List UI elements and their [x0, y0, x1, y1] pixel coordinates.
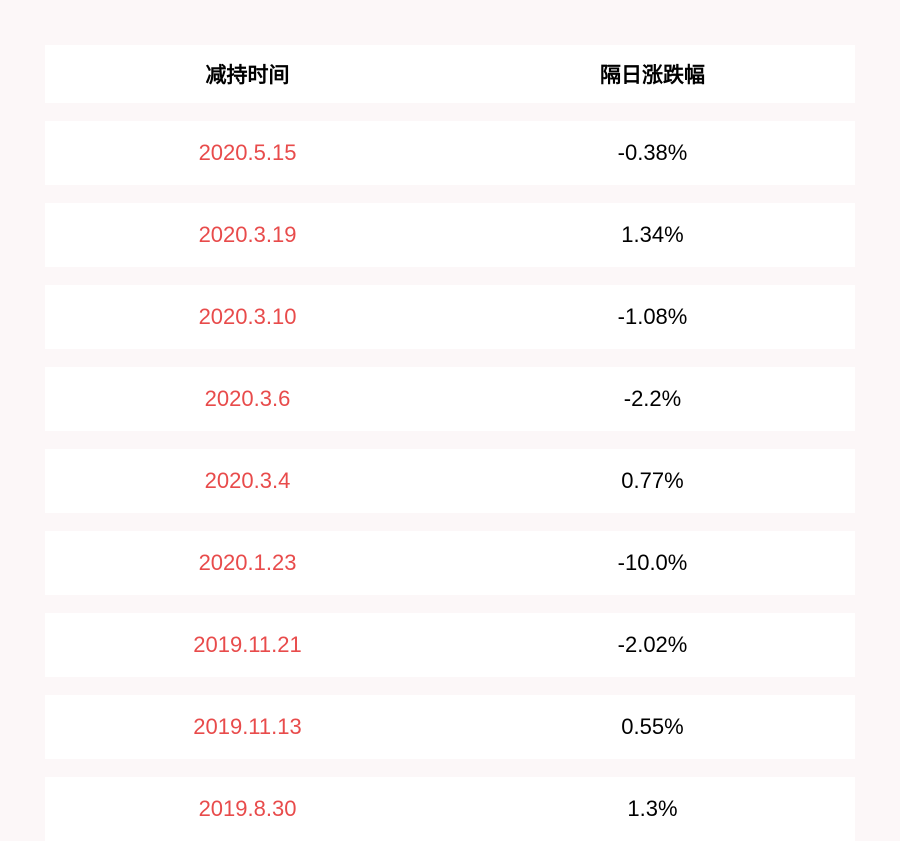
- cell-value: -1.08%: [450, 304, 855, 330]
- cell-value: -0.38%: [450, 140, 855, 166]
- cell-value: 1.34%: [450, 222, 855, 248]
- table-row: 2019.11.13 0.55%: [45, 695, 855, 759]
- cell-date: 2020.5.15: [45, 140, 450, 166]
- cell-value: 0.55%: [450, 714, 855, 740]
- cell-value: -10.0%: [450, 550, 855, 576]
- table-row: 2020.1.23 -10.0%: [45, 531, 855, 595]
- data-table: 减持时间 隔日涨跌幅 2020.5.15 -0.38% 2020.3.19 1.…: [45, 45, 855, 841]
- cell-date: 2019.11.13: [45, 714, 450, 740]
- table-row: 2019.11.21 -2.02%: [45, 613, 855, 677]
- cell-date: 2019.11.21: [45, 632, 450, 658]
- table-row: 2020.3.4 0.77%: [45, 449, 855, 513]
- table-row: 2020.5.15 -0.38%: [45, 121, 855, 185]
- table-row: 2020.3.19 1.34%: [45, 203, 855, 267]
- cell-value: 1.3%: [450, 796, 855, 822]
- cell-date: 2019.8.30: [45, 796, 450, 822]
- cell-value: 0.77%: [450, 468, 855, 494]
- cell-date: 2020.3.10: [45, 304, 450, 330]
- table-row: 2020.3.6 -2.2%: [45, 367, 855, 431]
- cell-date: 2020.3.6: [45, 386, 450, 412]
- cell-date: 2020.1.23: [45, 550, 450, 576]
- header-col-value: 隔日涨跌幅: [450, 59, 855, 89]
- table-header-row: 减持时间 隔日涨跌幅: [45, 45, 855, 103]
- cell-value: -2.02%: [450, 632, 855, 658]
- cell-date: 2020.3.19: [45, 222, 450, 248]
- cell-date: 2020.3.4: [45, 468, 450, 494]
- table-row: 2020.3.10 -1.08%: [45, 285, 855, 349]
- header-col-date: 减持时间: [45, 59, 450, 89]
- table-row: 2019.8.30 1.3%: [45, 777, 855, 841]
- cell-value: -2.2%: [450, 386, 855, 412]
